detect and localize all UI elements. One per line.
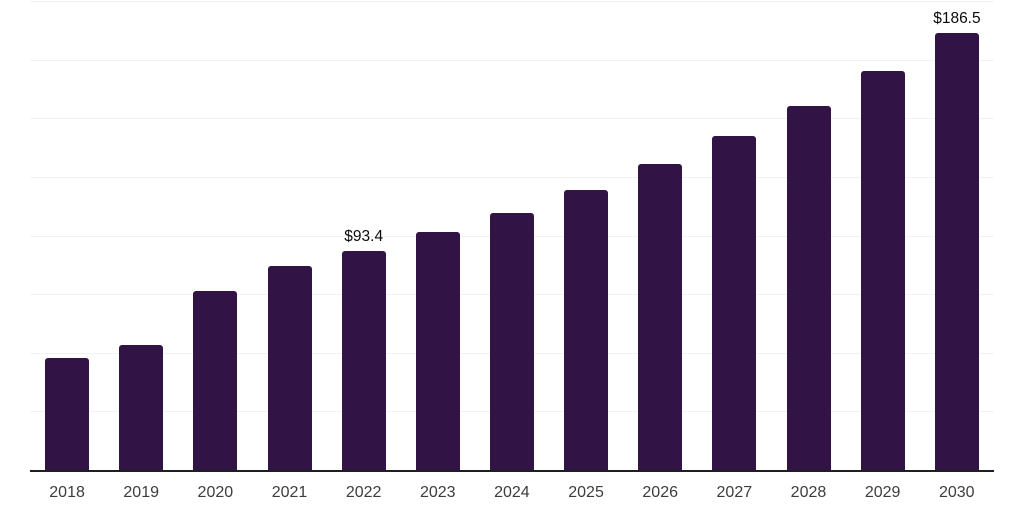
bar-2028 bbox=[786, 105, 831, 470]
bar-2022 bbox=[341, 250, 386, 470]
gridline bbox=[30, 59, 994, 61]
x-tick-label-2025: 2025 bbox=[568, 484, 604, 501]
bar-2023 bbox=[415, 232, 460, 470]
gridline bbox=[30, 176, 994, 178]
x-tick-label-2022: 2022 bbox=[345, 484, 382, 501]
x-tick-label-2028: 2028 bbox=[790, 484, 827, 501]
x-tick-label-2019: 2019 bbox=[123, 484, 159, 501]
bar-2025 bbox=[564, 189, 609, 470]
bar-2024 bbox=[490, 212, 534, 470]
bar-2029 bbox=[860, 71, 905, 470]
bar-chart: $93.4 $186.5 2018 2019 2020 2021 2022 2023 2024… bbox=[30, 1, 994, 502]
x-tick-label-2023: 2023 bbox=[419, 484, 456, 501]
x-tick-label-2024: 2024 bbox=[494, 484, 530, 501]
x-tick-label-2029: 2029 bbox=[864, 484, 901, 501]
bar-2030 bbox=[934, 32, 979, 470]
bar-value-label-2030: $186.5 bbox=[933, 9, 981, 27]
bar-2019 bbox=[119, 345, 164, 470]
bar-2018 bbox=[45, 357, 90, 470]
bar-2021 bbox=[267, 265, 312, 470]
x-tick-label-2030: 2030 bbox=[938, 484, 975, 501]
x-axis-line bbox=[30, 470, 994, 472]
bar-2026 bbox=[638, 164, 683, 470]
x-tick-label-2026: 2026 bbox=[642, 484, 678, 501]
x-tick-label-2027: 2027 bbox=[716, 484, 753, 501]
x-axis-labels: 2018 2019 2020 2021 2022 2023 2024 2025 2026 2027… bbox=[30, 484, 994, 502]
gridline bbox=[30, 1, 994, 2]
x-tick-label-2018: 2018 bbox=[49, 484, 85, 501]
plot-area: $93.4 $186.5 bbox=[30, 1, 994, 472]
bar-2020 bbox=[193, 291, 238, 470]
bar-value-label-2022: $93.4 bbox=[344, 227, 384, 245]
gridline bbox=[30, 118, 994, 120]
bar-2027 bbox=[712, 135, 757, 470]
x-tick-label-2020: 2020 bbox=[197, 484, 234, 501]
x-tick-label-2021: 2021 bbox=[271, 484, 308, 501]
